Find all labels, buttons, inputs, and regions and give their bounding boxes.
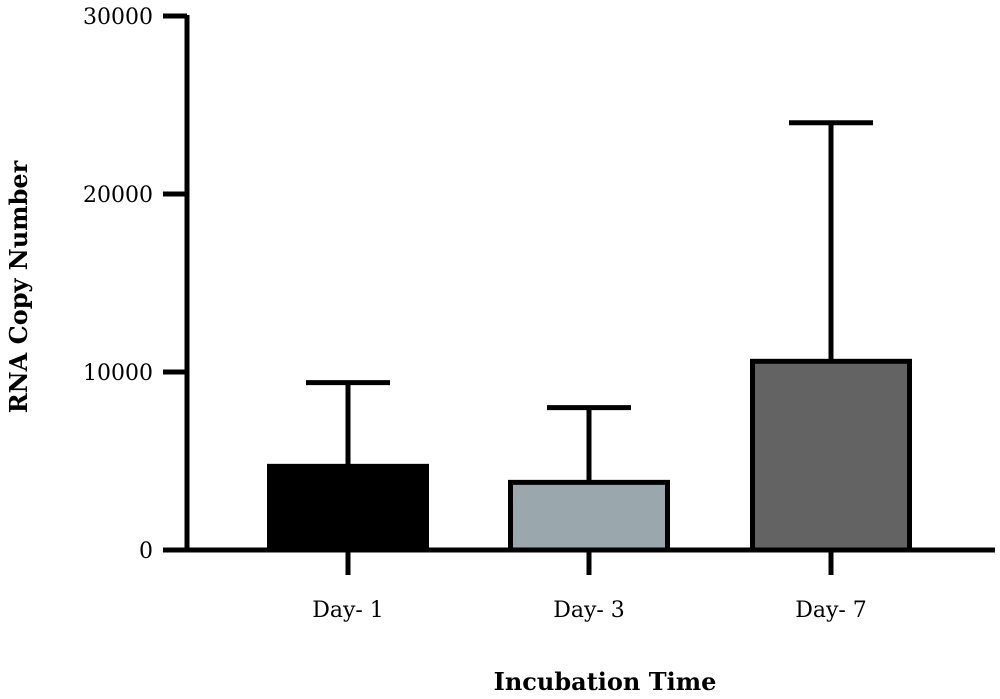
x-axis-title: Incubation Time [494,667,717,696]
y-tick-label: 0 [139,539,153,564]
bars [267,358,912,553]
error-bars [306,120,873,483]
y-axis-title: RNA Copy Number [4,160,33,413]
bar [267,463,429,553]
y-tick-label: 30000 [83,5,153,30]
x-tick-label: Day- 1 [312,598,384,623]
x-tick-label: Day- 7 [795,598,867,623]
y-tick-label: 20000 [83,183,153,208]
x-axis-ticks: Day- 1 Day- 3 Day- 7 [312,550,867,623]
y-axis-ticks: 0 10000 20000 30000 [83,5,187,564]
x-tick-label: Day- 3 [553,598,625,623]
y-tick-label: 10000 [83,361,153,386]
bar [750,358,912,553]
bar [508,479,670,553]
